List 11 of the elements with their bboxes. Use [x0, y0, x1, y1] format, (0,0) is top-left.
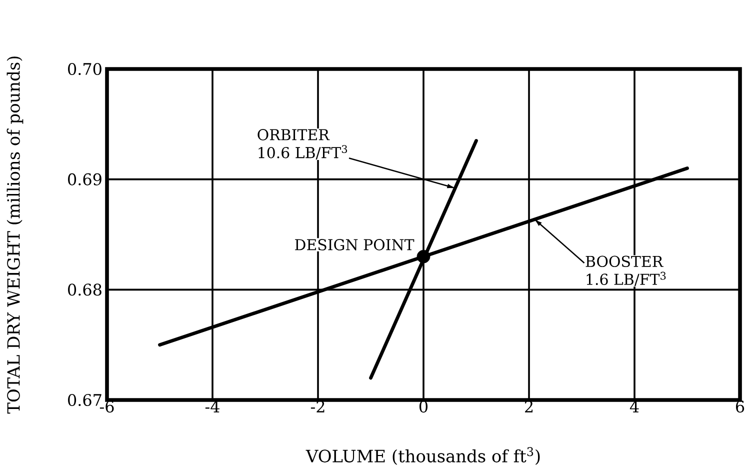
y-tick-label: 0.70 — [68, 62, 102, 76]
x-tick-label: 4 — [630, 400, 639, 412]
y-tick-label: 0.68 — [68, 284, 102, 296]
y-tick-label: 0.69 — [68, 173, 102, 186]
x-tick-label: -4 — [205, 400, 220, 412]
annotation: ORBITER 10.6 LB/FT$^{3}$ — [258, 129, 348, 160]
annotation: BOOSTER 1.6 LB/FT$^{3}$ — [586, 256, 666, 286]
series-label: DESIGN POINT — [295, 239, 414, 250]
y-axis-title: TOTAL DRY WEIGHT (millions of pounds) — [6, 56, 24, 414]
y-tick-label: 0.67 — [68, 394, 102, 406]
x-axis-title: VOLUME (thousands of ft$^{3}$) — [306, 447, 540, 465]
